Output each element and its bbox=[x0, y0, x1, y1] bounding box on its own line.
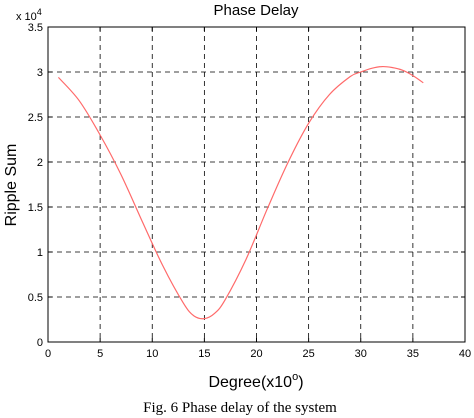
x-tick-label: 15 bbox=[198, 348, 210, 360]
y-tick-label: 3 bbox=[37, 67, 43, 79]
x-tick-label: 10 bbox=[146, 348, 158, 360]
x-tick-label: 5 bbox=[97, 348, 103, 360]
x-tick-label: 35 bbox=[407, 348, 419, 360]
x-label-sup: o bbox=[292, 371, 298, 383]
x-tick-label: 20 bbox=[250, 348, 262, 360]
x-axis-label: Degree(x10o) bbox=[208, 371, 303, 391]
y-tick-label: 3.5 bbox=[28, 22, 43, 34]
y-exponent-base: x 10 bbox=[16, 11, 37, 23]
x-tick-label: 40 bbox=[459, 348, 471, 360]
figure-caption: Fig. 6 Phase delay of the system bbox=[143, 400, 337, 416]
y-axis-exponent: x 104 bbox=[16, 7, 42, 23]
y-axis-label: Ripple Sum bbox=[3, 144, 20, 227]
ripple-sum-series-line bbox=[57, 65, 424, 320]
x-tick-label: 30 bbox=[355, 348, 367, 360]
chart-title: Phase Delay bbox=[213, 2, 299, 19]
y-tick-label: 2.5 bbox=[28, 112, 43, 124]
x-tick-label: 25 bbox=[303, 348, 315, 360]
y-tick-label: 0.5 bbox=[28, 292, 43, 304]
grid-lines bbox=[48, 27, 465, 342]
y-tick-label: 2 bbox=[37, 157, 43, 169]
y-tick-label: 1 bbox=[37, 247, 43, 259]
series-lines bbox=[57, 65, 424, 320]
y-tick-label: 0 bbox=[37, 337, 43, 349]
x-label-main: Degree(x10 bbox=[208, 374, 292, 391]
axis-ticks: 0 5 10 15 20 25 30 35 40 0 0.5 1 1.5 2 2.5 3 3.5 bbox=[28, 22, 471, 360]
x-label-close: ) bbox=[298, 374, 303, 391]
y-exponent-power: 4 bbox=[37, 7, 42, 17]
x-tick-label: 0 bbox=[45, 348, 51, 360]
y-tick-label: 1.5 bbox=[28, 202, 43, 214]
